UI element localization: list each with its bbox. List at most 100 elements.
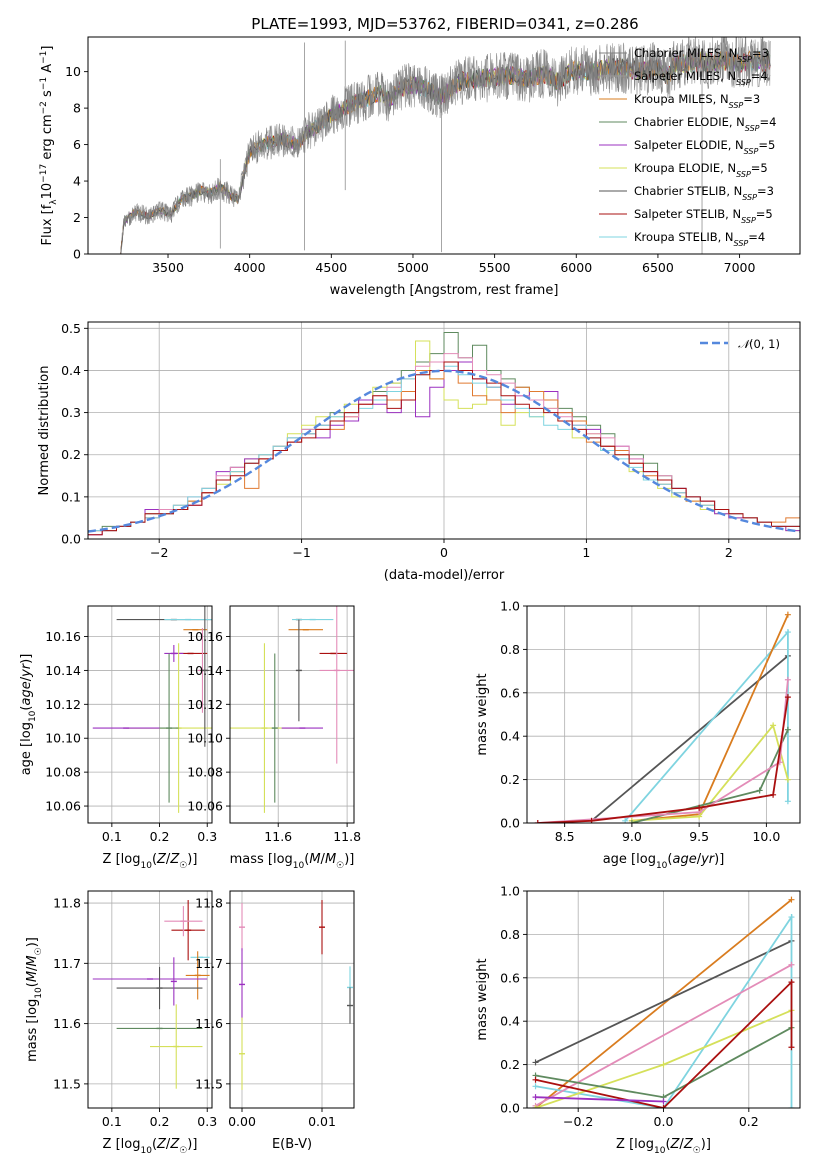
x-tick-label: 6500 [642,260,674,275]
y-tick-label: 10.14 [187,663,223,678]
y-tick-label: 11.6 [195,1016,223,1031]
panel-spectrum: 3500 4000 4500 5000 5500 6000 6500 7000 0 2 4 6 8 10 w… [39,36,801,298]
weight-marker [788,1044,795,1051]
weight-marker [788,1105,795,1108]
mass_weight_vs_age-plot-area [534,611,791,823]
weight-line [535,1096,664,1103]
weight-marker [784,676,791,683]
y-tick-label: 11.7 [195,956,223,971]
y-tick-label: 11.8 [53,896,81,911]
x-tick-label: 5500 [479,260,511,275]
y-tick-label: 0.0 [500,816,520,831]
x-tick-label: 0.0 [654,1114,674,1129]
y-tick-label: 4 [73,174,81,189]
spectrum-line-salpeter-miles [120,37,771,254]
mass_weight_vs_Z-grid [527,890,800,1109]
weight-line [624,629,789,822]
y-tick-label: 10.16 [45,629,81,644]
x-tick-label: 0.1 [102,829,122,844]
panel-mass_weight_vs_age: 8.5 9.0 9.5 10.0 0.0 0.2 0.4 0.6 0.8 1.0 age [log1… [475,599,801,871]
mass-weight-vs-age-y-axis-label: mass weight [475,673,490,755]
x-tick-label: 0 [440,545,448,560]
age-vs-Z-x-axis-label: Z [log10(Z/Z☉)] [103,852,198,871]
weight-marker [660,1061,667,1068]
panel-residuals: −2 −1 0 1 2 0.0 0.1 0.2 0.3 0.4 0.5 (data-model)/er… [37,321,801,583]
errorbar-point [239,1017,245,1090]
age_vs_Z-grid [88,606,212,823]
x-tick-label: 8.5 [555,829,575,844]
x-tick-label: 0.3 [197,1114,217,1129]
x-tick-label: 0.2 [150,829,170,844]
x-tick-label: 10.0 [752,829,780,844]
weight-marker [784,694,791,701]
x-tick-label: −0.2 [563,1114,593,1129]
mass-vs-Z-y-axis-label: mass [log10(M/M☉)] [25,937,44,1062]
weight-marker [788,896,795,903]
y-tick-label: 0.4 [500,1014,520,1029]
y-tick-label: 0.3 [61,405,81,420]
y-tick-label: 10.14 [45,663,81,678]
weight-marker [696,804,703,811]
age-vs-Z-y-axis-label: age [log10(age/yr)] [19,654,38,776]
residuals-legend: 𝒩(0, 1) [700,337,780,351]
y-tick-label: 8 [73,101,81,116]
mass_vs_Z-grid [88,891,212,1108]
y-tick-label: 10.08 [45,765,81,780]
panel-mass_weight_vs_Z: −0.2 0.0 0.2 0.0 0.2 0.4 0.6 0.8 1.0 Z [log10(Z/Z… [475,884,801,1156]
y-tick-label: 11.5 [195,1076,223,1091]
mass-vs-EBV-x-axis-label: E(B-V) [272,1137,312,1152]
x-tick-label: 4500 [315,260,347,275]
weight-marker [532,1094,539,1101]
errorbar-point [164,906,203,937]
x-tick-label: 2 [725,545,733,560]
y-tick-label: 6 [73,137,81,152]
errorbar-point [347,987,353,1024]
weight-marker [784,611,791,618]
weight-marker [660,1105,667,1108]
y-tick-label: 0.8 [500,642,520,657]
spectrum-frame [87,36,801,255]
mass-weight-vs-Z-frame [526,890,801,1109]
weight-line [591,655,789,822]
errorbar-point [171,900,205,961]
x-tick-label: 4000 [234,260,266,275]
y-tick-label: 0.0 [500,1101,520,1116]
legend-entry: Kroupa ELODIE, NSSP=5 [634,161,768,179]
y-tick-label: 0.4 [61,363,81,378]
x-tick-label: 0.2 [739,1114,759,1129]
x-tick-label: 0.01 [308,1114,336,1129]
mass-vs-Z-frame [87,890,213,1109]
x-tick-label: 1 [582,545,590,560]
x-tick-label: 11.6 [264,829,292,844]
spectrum-plot-area [120,37,771,254]
x-tick-label: 7000 [724,260,756,275]
y-tick-label: 0.6 [500,970,520,985]
spectrum-y-axis-label: Flux [fλ10−17 erg cm−2 s−1 A−1] [39,46,59,246]
weight-line [535,979,793,1108]
age_vs_Z-plot-area [92,606,212,813]
weight-marker [532,1076,539,1083]
y-tick-label: 11.7 [53,956,81,971]
age_vs_mass-plot-area [230,606,354,813]
weight-marker [660,1098,667,1105]
weight-marker [788,914,795,921]
weight-marker [788,961,795,968]
panel-age_vs_mass: 11.6 11.8 10.06 10.08 10.10 10.12 10.14 10.16 ma… [187,605,361,871]
y-tick-label: 10.16 [187,629,223,644]
weight-marker [756,787,763,794]
weight-line [534,899,793,1108]
errorbar-point [185,951,210,1000]
figure-title: PLATE=1993, MJD=53762, FIBERID=0341, z=0… [251,15,638,33]
x-tick-label: 0.2 [150,1114,170,1129]
weight-marker [788,979,795,986]
x-tick-label: 9.5 [689,829,709,844]
legend-entry: Salpeter STELIB, NSSP=5 [634,207,773,225]
x-tick-label: 0.3 [197,829,217,844]
residuals-plot-area [88,332,800,539]
x-tick-label: 0.00 [228,1114,256,1129]
y-tick-label: 10.10 [45,731,81,746]
legend-entry: 𝒩(0, 1) [738,337,780,351]
errorbar-point [159,653,179,803]
residuals-y-axis-label: Normed distribution [37,366,52,496]
weight-line [535,940,792,1064]
